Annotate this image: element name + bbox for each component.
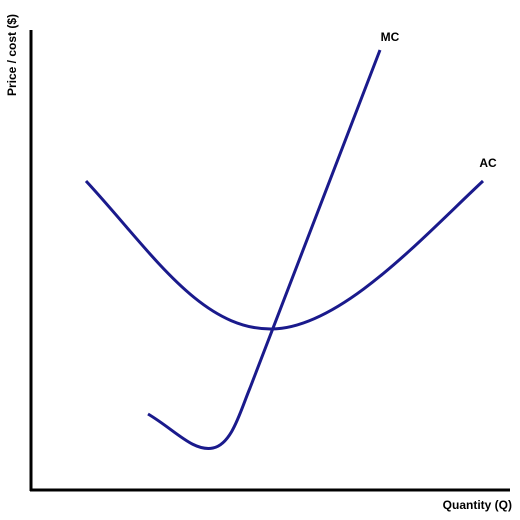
y-axis-label: Price / cost ($) bbox=[5, 14, 19, 96]
ac-label: AC bbox=[479, 156, 497, 170]
mc-label: MC bbox=[381, 30, 400, 44]
x-axis-label: Quantity (Q) bbox=[443, 498, 512, 512]
ac-curve bbox=[84, 179, 485, 331]
mc-curve bbox=[147, 49, 382, 450]
